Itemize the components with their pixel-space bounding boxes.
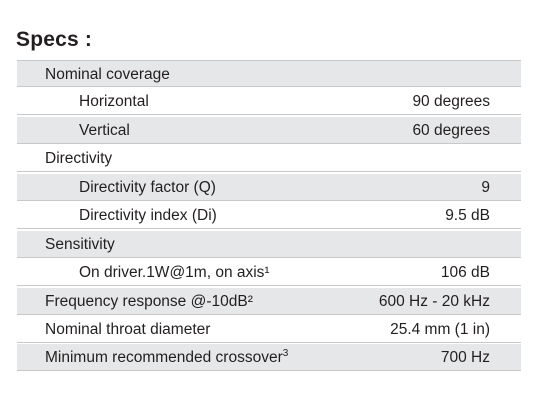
spec-row-crossover: Minimum recommended crossover3 700 Hz — [17, 344, 521, 372]
spec-label: Directivity index (Di) — [79, 207, 217, 225]
spec-value: 600 Hz - 20 kHz — [378, 292, 490, 310]
spec-label: Sensitivity — [45, 235, 115, 253]
spec-label: On driver.1W@1m, on axis¹ — [79, 264, 270, 282]
spec-value: 25.4 mm (1 in) — [390, 320, 490, 338]
spec-value: 9 — [481, 178, 490, 196]
spec-label: Nominal throat diameter — [45, 320, 211, 338]
spec-label: Directivity factor (Q) — [79, 178, 216, 196]
spec-row-horizontal: Horizontal 90 degrees — [17, 88, 521, 116]
spec-label-text: Minimum recommended crossover — [45, 349, 283, 367]
spec-value: 9.5 dB — [445, 207, 490, 225]
spec-row-frequency-response: Frequency response @-10dB² 600 Hz - 20 k… — [17, 287, 521, 315]
spec-row-sensitivity: Sensitivity — [17, 230, 521, 258]
spec-row-on-driver: On driver.1W@1m, on axis¹ 106 dB — [17, 259, 521, 287]
spec-row-directivity-factor: Directivity factor (Q) 9 — [17, 173, 521, 201]
specs-title: Specs : — [16, 28, 93, 51]
spec-row-vertical: Vertical 60 degrees — [17, 116, 521, 144]
spec-label: Directivity — [45, 150, 113, 168]
spec-value: 60 degrees — [412, 121, 490, 139]
spec-value: 106 dB — [440, 264, 490, 282]
spec-label: Vertical — [79, 121, 130, 139]
footnote-marker: 3 — [282, 348, 289, 360]
specs-table: Nominal coverage Horizontal 90 degrees V… — [17, 60, 521, 373]
spec-label: Horizontal — [79, 93, 149, 111]
spec-value: 700 Hz — [440, 349, 490, 367]
spec-value: 90 degrees — [412, 93, 490, 111]
spec-label: Frequency response @-10dB² — [45, 292, 253, 310]
spec-label: Minimum recommended crossover3 — [45, 344, 288, 371]
spec-row-directivity-index: Directivity index (Di) 9.5 dB — [17, 202, 521, 230]
spec-row-directivity: Directivity — [17, 145, 521, 173]
spec-label: Nominal coverage — [45, 66, 170, 83]
spec-row-nominal-coverage: Nominal coverage — [17, 60, 521, 87]
spec-row-throat-diameter: Nominal throat diameter 25.4 mm (1 in) — [17, 316, 521, 343]
